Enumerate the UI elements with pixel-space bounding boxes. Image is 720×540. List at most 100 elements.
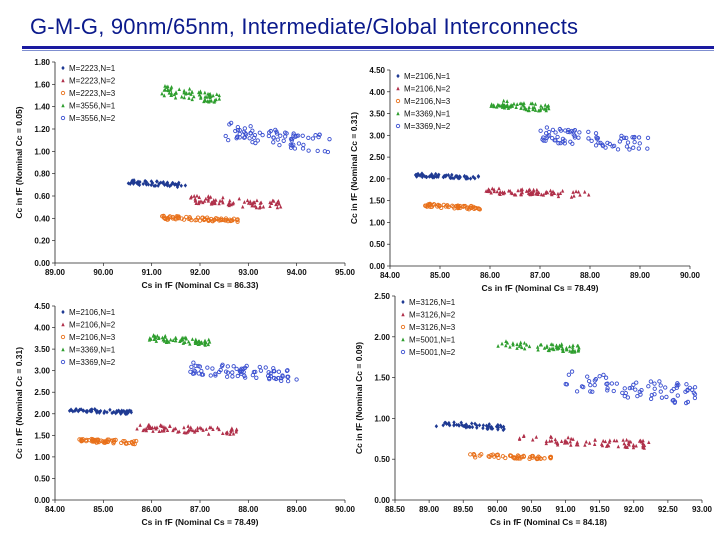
data-point <box>599 442 604 446</box>
legend-marker <box>400 349 406 355</box>
data-point <box>608 438 612 443</box>
data-point <box>685 399 691 405</box>
data-point <box>538 456 543 461</box>
data-point <box>563 128 568 133</box>
data-point <box>214 97 218 102</box>
data-point <box>459 420 463 425</box>
y-tick-label: 4.50 <box>34 302 50 311</box>
data-point <box>689 387 695 392</box>
x-tick-label: 90.00 <box>680 271 701 280</box>
data-point <box>77 437 82 442</box>
legend-marker <box>61 347 65 352</box>
y-tick-label: 3.00 <box>34 367 50 376</box>
data-point <box>637 141 642 146</box>
series-M=2106,N=2 <box>135 422 239 436</box>
data-point <box>286 374 291 379</box>
data-point <box>193 363 198 369</box>
data-point <box>289 143 294 148</box>
data-point <box>151 333 156 337</box>
data-point <box>533 102 538 106</box>
data-point <box>542 346 547 350</box>
data-point <box>231 431 236 436</box>
data-point <box>622 393 627 399</box>
data-point <box>485 426 489 431</box>
data-point <box>664 394 669 400</box>
x-tick-label: 89.50 <box>453 505 474 514</box>
data-point <box>205 365 210 370</box>
data-point <box>642 445 646 450</box>
data-point <box>596 140 601 145</box>
data-point <box>189 364 194 369</box>
data-point <box>536 347 540 352</box>
data-point <box>501 104 505 109</box>
data-point <box>142 427 146 432</box>
data-point <box>531 107 535 112</box>
data-point <box>549 191 553 195</box>
data-point <box>663 385 668 390</box>
data-point <box>491 103 496 108</box>
data-point <box>230 370 235 375</box>
data-point <box>641 443 645 448</box>
data-point <box>634 443 638 448</box>
data-point <box>235 128 241 133</box>
y-tick-label: 2.50 <box>369 153 385 162</box>
data-point <box>536 108 541 113</box>
y-tick-label: 3.50 <box>34 345 50 354</box>
data-point <box>119 440 124 445</box>
data-point <box>327 137 332 142</box>
data-point <box>499 425 504 430</box>
data-point <box>212 198 216 202</box>
data-point <box>514 192 518 197</box>
data-point <box>276 198 281 203</box>
data-point <box>538 128 543 133</box>
data-point <box>589 138 594 144</box>
data-point <box>190 371 196 376</box>
data-point <box>547 106 551 111</box>
data-point <box>443 420 448 425</box>
legend-label: M=3126,N=1 <box>409 298 456 307</box>
data-point <box>592 378 597 383</box>
data-point <box>647 440 651 445</box>
data-point <box>188 341 192 346</box>
data-point <box>294 133 299 139</box>
data-point <box>149 182 153 188</box>
data-point <box>231 364 236 369</box>
data-point <box>550 438 554 443</box>
data-point <box>500 341 504 346</box>
data-point <box>246 201 251 205</box>
data-point <box>675 393 680 398</box>
x-tick-label: 90.00 <box>335 505 356 514</box>
data-point <box>174 338 178 343</box>
data-point <box>206 217 212 223</box>
data-point <box>248 131 253 136</box>
data-point <box>111 441 116 446</box>
data-point <box>515 346 519 350</box>
data-point <box>601 372 606 378</box>
data-point <box>468 424 472 429</box>
data-point <box>285 368 290 373</box>
data-point <box>199 90 203 95</box>
legend-label: M=3369,N=2 <box>69 358 116 367</box>
data-point <box>195 193 199 198</box>
data-point <box>203 343 208 347</box>
data-point <box>155 179 159 184</box>
data-point <box>627 147 632 152</box>
data-point <box>636 135 642 140</box>
x-tick-label: 88.00 <box>580 271 601 280</box>
series-M=3126,N=1 <box>434 420 506 433</box>
data-point <box>669 388 674 394</box>
data-point <box>555 134 560 140</box>
data-point <box>567 129 572 135</box>
data-point <box>95 410 99 415</box>
data-point <box>547 439 552 443</box>
data-point <box>590 389 595 394</box>
data-point <box>484 423 489 428</box>
legend: M=2223,N=1 M=2223,N=2 M=2223,N=3 M=3556,N=1… <box>60 64 116 123</box>
x-axis-label: Cs in fF (Nominal Cs = 78.49) <box>482 283 599 293</box>
data-point <box>556 194 561 199</box>
data-point <box>465 174 469 179</box>
series-M=5001,N=1 <box>496 339 581 354</box>
data-point <box>149 426 153 431</box>
series-M=2106,N=3 <box>423 201 482 212</box>
data-point <box>631 443 636 448</box>
